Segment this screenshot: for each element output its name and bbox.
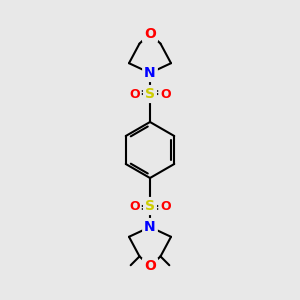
Text: N: N — [144, 220, 156, 234]
Text: S: S — [145, 87, 155, 101]
Text: O: O — [144, 27, 156, 41]
Text: O: O — [144, 259, 156, 273]
Text: S: S — [145, 199, 155, 213]
Text: N: N — [144, 66, 156, 80]
Text: O: O — [160, 88, 171, 100]
Text: O: O — [160, 200, 171, 212]
Text: O: O — [129, 88, 140, 100]
Text: O: O — [129, 200, 140, 212]
